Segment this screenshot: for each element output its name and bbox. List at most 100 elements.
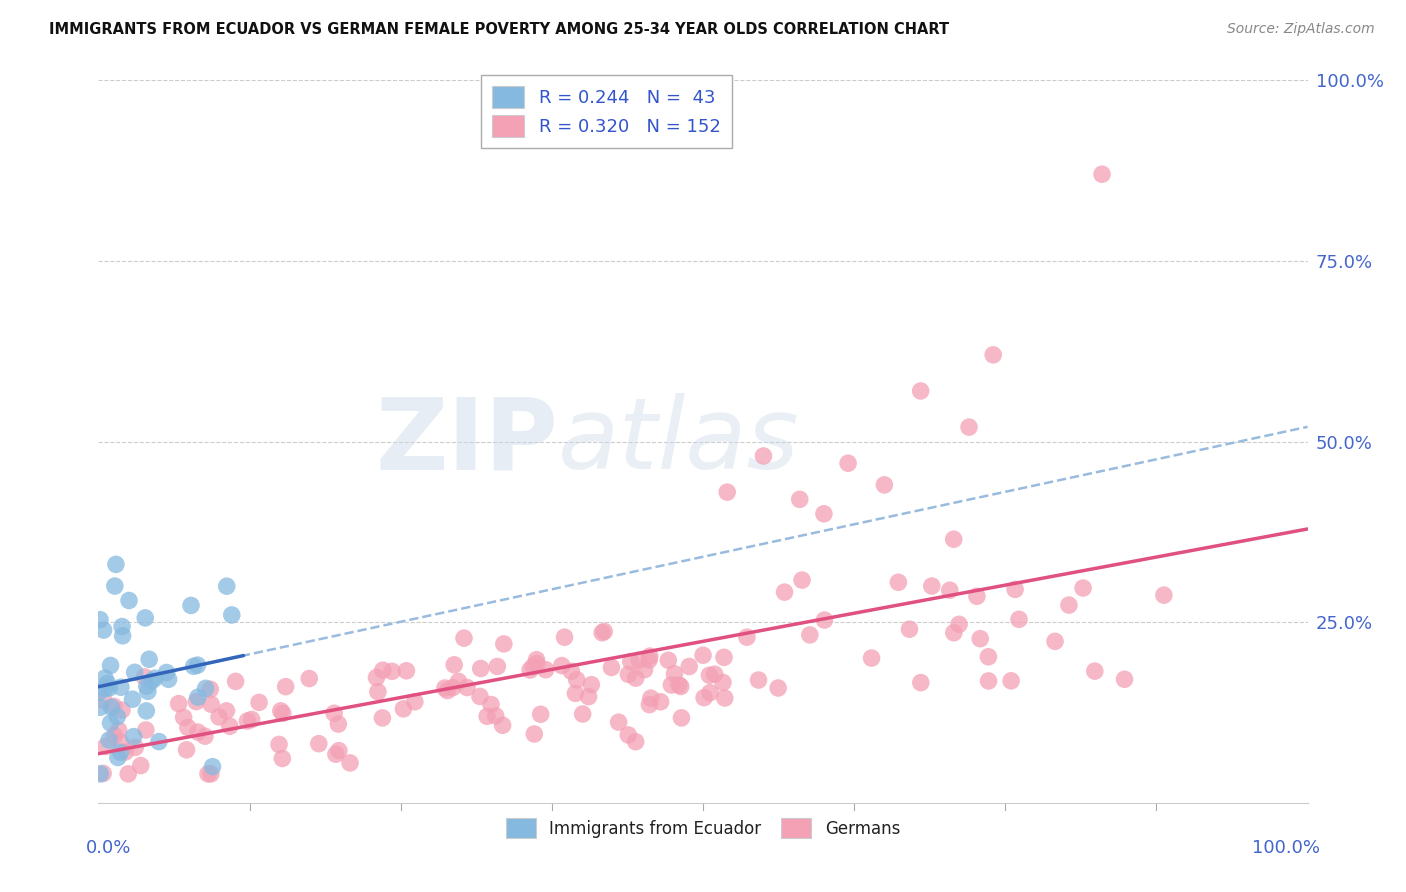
Point xyxy=(135,679,157,693)
Point xyxy=(617,728,640,742)
Point xyxy=(1153,588,1175,602)
Point xyxy=(118,593,141,607)
Point xyxy=(270,704,292,718)
Point xyxy=(711,675,734,690)
Point xyxy=(194,681,217,696)
Point xyxy=(176,743,198,757)
Point xyxy=(93,623,115,637)
Point xyxy=(693,690,716,705)
Point xyxy=(578,690,600,704)
Point xyxy=(1000,673,1022,688)
Point xyxy=(620,655,643,669)
Point xyxy=(148,734,170,748)
Point xyxy=(186,695,208,709)
Point xyxy=(200,698,222,712)
Point xyxy=(111,619,134,633)
Point xyxy=(716,485,738,500)
Point xyxy=(98,681,121,695)
Point xyxy=(107,723,129,738)
Point xyxy=(668,678,690,692)
Point xyxy=(530,707,553,722)
Text: atlas: atlas xyxy=(558,393,800,490)
Point xyxy=(664,666,686,681)
Point xyxy=(436,683,458,698)
Point xyxy=(110,735,132,749)
Point xyxy=(860,651,883,665)
Point xyxy=(110,680,132,694)
Point xyxy=(669,680,692,694)
Point xyxy=(177,721,200,735)
Point xyxy=(799,628,821,642)
Point xyxy=(94,671,117,685)
Point xyxy=(267,738,290,752)
Point xyxy=(200,767,222,781)
Point xyxy=(97,676,120,690)
Point xyxy=(773,585,796,599)
Point xyxy=(1008,612,1031,626)
Point xyxy=(659,678,682,692)
Point xyxy=(187,690,209,705)
Point xyxy=(813,507,835,521)
Point xyxy=(143,671,166,685)
Point xyxy=(713,691,735,706)
Point xyxy=(475,709,498,723)
Point xyxy=(201,760,224,774)
Point xyxy=(141,673,163,688)
Point xyxy=(657,653,679,667)
Point xyxy=(1091,167,1114,181)
Point xyxy=(969,632,991,646)
Point xyxy=(703,667,725,681)
Point xyxy=(194,729,217,743)
Point xyxy=(747,673,769,687)
Point xyxy=(486,659,509,673)
Point xyxy=(468,690,491,704)
Point xyxy=(470,661,492,675)
Point xyxy=(593,624,616,639)
Point xyxy=(560,665,582,679)
Point xyxy=(627,653,650,667)
Point xyxy=(183,659,205,673)
Point xyxy=(94,681,117,696)
Point xyxy=(157,673,180,687)
Point xyxy=(433,681,456,695)
Point xyxy=(633,663,655,677)
Point xyxy=(138,652,160,666)
Point xyxy=(485,709,508,723)
Point xyxy=(366,671,388,685)
Point xyxy=(381,665,404,679)
Point xyxy=(453,631,475,645)
Point xyxy=(371,711,394,725)
Point xyxy=(225,674,247,689)
Point xyxy=(519,663,541,677)
Point xyxy=(624,671,647,685)
Point xyxy=(699,668,721,682)
Point xyxy=(638,649,661,664)
Point xyxy=(479,698,502,712)
Point xyxy=(236,714,259,728)
Point xyxy=(671,711,693,725)
Point xyxy=(966,589,988,603)
Point xyxy=(89,700,111,714)
Point xyxy=(565,673,588,687)
Text: 100.0%: 100.0% xyxy=(1251,838,1320,857)
Point xyxy=(441,681,464,695)
Point xyxy=(638,698,661,712)
Point xyxy=(117,767,139,781)
Point xyxy=(308,737,330,751)
Point xyxy=(339,756,361,770)
Point xyxy=(173,710,195,724)
Point xyxy=(110,745,132,759)
Point xyxy=(89,767,111,781)
Point xyxy=(124,740,146,755)
Point xyxy=(1004,582,1026,597)
Point xyxy=(640,691,662,706)
Point xyxy=(371,663,394,677)
Point xyxy=(887,575,910,590)
Point xyxy=(98,733,121,747)
Point xyxy=(271,751,294,765)
Point xyxy=(100,658,122,673)
Point xyxy=(692,648,714,663)
Point xyxy=(910,384,932,398)
Point xyxy=(492,637,515,651)
Point xyxy=(600,660,623,674)
